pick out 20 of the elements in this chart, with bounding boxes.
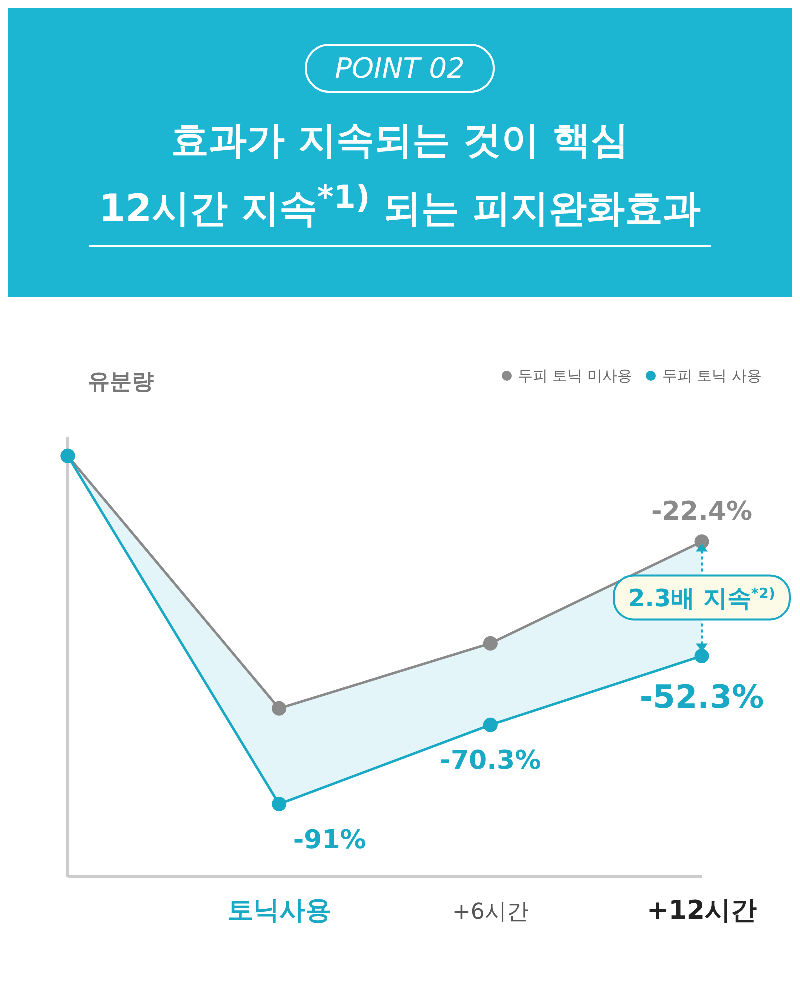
chart-subtitle: 12시간 지속$^{*1)}$ 되는 피지완화효과 bbox=[89, 180, 711, 247]
y-axis-title: 유분량 bbox=[88, 368, 154, 397]
text: POINT 02 bbox=[305, 44, 495, 93]
point bbox=[483, 718, 498, 732]
x-tick-label: 토닉사용 bbox=[227, 896, 332, 926]
point bbox=[694, 534, 710, 549]
data-label: -91% bbox=[293, 824, 366, 855]
x-tick-label: +12시간 bbox=[647, 896, 757, 926]
legend-label: 두피 토닉 사용 bbox=[662, 366, 762, 386]
point bbox=[272, 796, 287, 812]
x-tick-label: +6시간 bbox=[452, 900, 529, 925]
data-label: -22.4% bbox=[652, 496, 752, 526]
chart-title: 효과가 지속되는 것이 핵심 bbox=[170, 117, 630, 164]
point bbox=[483, 636, 498, 651]
legend-label: 두피 토닉 미사용 bbox=[518, 366, 632, 386]
data-label: -52.3% bbox=[640, 678, 764, 716]
point bbox=[272, 701, 287, 716]
data-label: -70.3% bbox=[440, 746, 542, 776]
annotation: 2.3배 지속$^{*2)}$ bbox=[628, 584, 776, 612]
point bbox=[694, 648, 710, 664]
